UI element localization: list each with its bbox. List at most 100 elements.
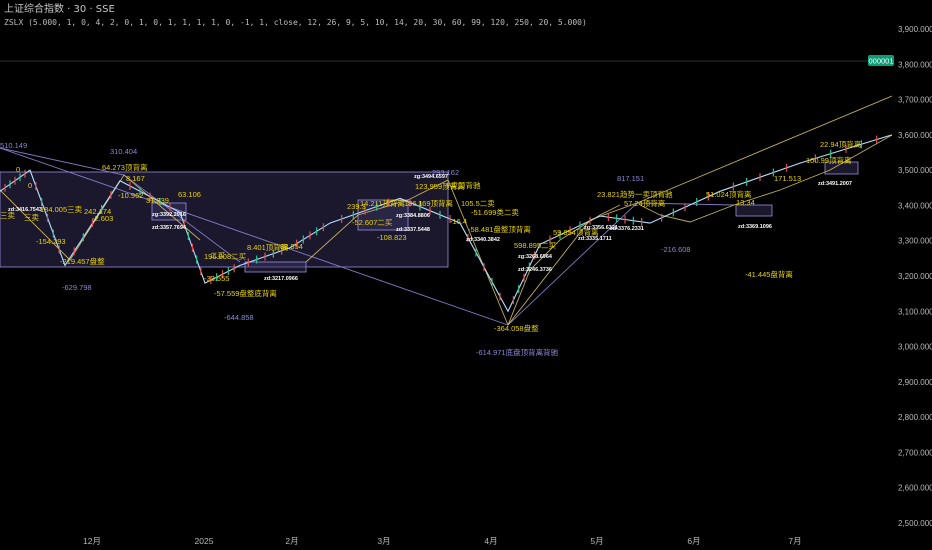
pivot-label: -614.971底盘顶背离背驰 xyxy=(476,347,559,357)
signal-annotation: -154.293 xyxy=(36,237,66,246)
y-tick-label: 3,700.0000 xyxy=(898,96,932,105)
x-tick-label: 12月 xyxy=(83,536,101,546)
y-tick-label: 3,100.0000 xyxy=(898,307,932,316)
signal-annotation: -219.457盘整 xyxy=(60,256,105,266)
y-tick-label: 3,800.0000 xyxy=(898,60,932,69)
x-tick-label: 5月 xyxy=(590,536,603,546)
pivot-zone xyxy=(735,204,773,217)
pivot-label: -629.798 xyxy=(62,283,92,292)
x-tick-label: 3月 xyxy=(377,536,390,546)
x-tick-label: 2月 xyxy=(285,536,298,546)
zone-label: zg:3384.8806 xyxy=(396,213,430,219)
signal-annotation: 63.106 xyxy=(178,190,201,199)
zone-label: zd:3340.3842 xyxy=(466,237,500,243)
signal-annotation: 0 xyxy=(16,165,20,174)
signal-annotation: -51.699类二卖 xyxy=(471,207,519,217)
stroke-segment xyxy=(305,179,509,326)
signal-annotation: -57.559盘整底背离 xyxy=(214,288,277,298)
zone-label: zg:3494.6597 xyxy=(414,174,448,180)
y-tick-label: 2,800.0000 xyxy=(898,413,932,422)
signal-annotation: 239.3 xyxy=(347,202,366,211)
pivot-label: 310.404 xyxy=(110,147,137,156)
signal-annotation: -108.823 xyxy=(377,233,407,242)
stroke-segment xyxy=(0,174,201,261)
y-tick-label: 3,600.0000 xyxy=(898,131,932,140)
stroke-segment xyxy=(507,95,893,326)
signal-annotation: 23.821趋势一卖顶背驰 xyxy=(597,189,673,199)
pivot-zone xyxy=(824,161,859,175)
zone-label: zg:3356.6321 xyxy=(584,225,618,231)
zone-label: zd:3416.7543 xyxy=(8,207,42,213)
x-tick-label: 2025 xyxy=(195,536,214,546)
signal-annotation: 14.211顶背离 xyxy=(360,198,405,208)
x-tick-label: 4月 xyxy=(484,536,497,546)
symbol-title[interactable]: 上证综合指数 · 30 · SSE xyxy=(4,4,115,15)
zone-label: zd:3337.5448 xyxy=(396,227,430,233)
signal-annotation: 171.513 xyxy=(774,174,801,183)
price-badge-label: 000001 xyxy=(868,57,893,66)
x-tick-label: 7月 xyxy=(788,536,801,546)
signal-annotation: 57.24顶背离 xyxy=(624,198,666,208)
x-tick-label: 6月 xyxy=(687,536,700,546)
y-tick-label: 3,300.0000 xyxy=(898,237,932,246)
pivot-label: -644.858 xyxy=(224,313,254,322)
indicator-params[interactable]: ZSLX (5.000, 1, 0, 4, 2, 0, 1, 0, 1, 1, … xyxy=(4,18,587,27)
signal-annotation: -58.481盘整顶背离 xyxy=(468,224,531,234)
signal-annotation: -33.555 xyxy=(204,274,229,283)
signal-annotation: 13.34 xyxy=(736,198,755,207)
chart-header: 上证综合指数 · 30 · SSE ZSLX (5.000, 1, 0, 4, … xyxy=(4,3,587,29)
signal-annotation: -52.607二买 xyxy=(352,218,393,227)
zone-label: zd:3376.2331 xyxy=(610,226,644,232)
zone-label: zd:3491.2007 xyxy=(818,181,852,187)
signal-annotation: -16.4 xyxy=(450,217,467,226)
signal-annotation: 88.854 xyxy=(280,242,303,251)
y-tick-label: 3,400.0000 xyxy=(898,201,932,210)
pivot-zone xyxy=(151,202,187,221)
signal-annotation: 三卖 xyxy=(24,213,39,222)
zone-label: zd:3335.1711 xyxy=(578,236,612,242)
y-tick-label: 3,200.0000 xyxy=(898,272,932,281)
zone-label: zg:3392.2916 xyxy=(152,212,186,218)
signal-annotation: 31.839 xyxy=(146,196,169,205)
pivot-label: 293.162 xyxy=(432,168,459,177)
signal-annotation: 三卖 xyxy=(0,211,15,220)
y-tick-label: 2,500.0000 xyxy=(898,519,932,528)
signal-annotation: 一卖顶背驰 xyxy=(443,180,481,190)
signal-annotation: 184.005三卖 xyxy=(40,205,83,214)
pivot-label: 817.151 xyxy=(617,174,644,183)
price-badge xyxy=(868,55,894,66)
pivot-zone xyxy=(357,199,409,231)
signal-annotation: 51.024顶背离 xyxy=(706,189,752,199)
y-tick-label: 3,900.0000 xyxy=(898,25,932,34)
pivot-zone xyxy=(244,261,307,273)
y-tick-label: 3,500.0000 xyxy=(898,166,932,175)
y-tick-label: 2,900.0000 xyxy=(898,378,932,387)
signal-annotation: -364.058盘整 xyxy=(494,323,539,333)
signal-annotation: 64.273顶背离 xyxy=(102,162,148,172)
signal-annotation: 59.854顶背离 xyxy=(553,227,599,237)
signal-annotation: 169顶背离 xyxy=(418,198,454,208)
signal-annotation: 105.5二卖 xyxy=(461,199,495,208)
signal-annotation: 242.174 xyxy=(84,207,111,216)
zone-label: zd:3246.3736 xyxy=(518,267,552,273)
zone-label: zg:3268.6964 xyxy=(518,254,553,260)
signal-annotation: -41.445盘背离 xyxy=(745,269,793,279)
zone-label: zd:3357.7694 xyxy=(152,225,187,231)
pivot-label: -216.608 xyxy=(661,245,691,254)
stroke-segment xyxy=(639,134,893,223)
signal-annotation: 0 xyxy=(28,181,32,190)
signal-annotation: 22.94顶背离 xyxy=(820,139,862,149)
zone-label: zd:3369.1096 xyxy=(738,224,772,230)
signal-annotation: 8.167 xyxy=(126,174,145,183)
signal-annotation: 8.401顶背离 xyxy=(247,242,289,252)
signal-annotation: -10.962 xyxy=(118,191,143,200)
y-tick-label: 3,000.0000 xyxy=(898,343,932,352)
signal-annotation: -2.603 xyxy=(92,214,113,223)
signal-annotation: 598.895二买 xyxy=(514,241,557,250)
signal-annotation: 196.008二买 xyxy=(204,252,247,261)
signal-annotation: 186.1 xyxy=(404,199,423,208)
pivot-label: 510.149 xyxy=(0,141,27,150)
signal-annotation: 100.99顶背离 xyxy=(806,155,852,165)
zone-label: zd:3217.0966 xyxy=(264,276,298,282)
